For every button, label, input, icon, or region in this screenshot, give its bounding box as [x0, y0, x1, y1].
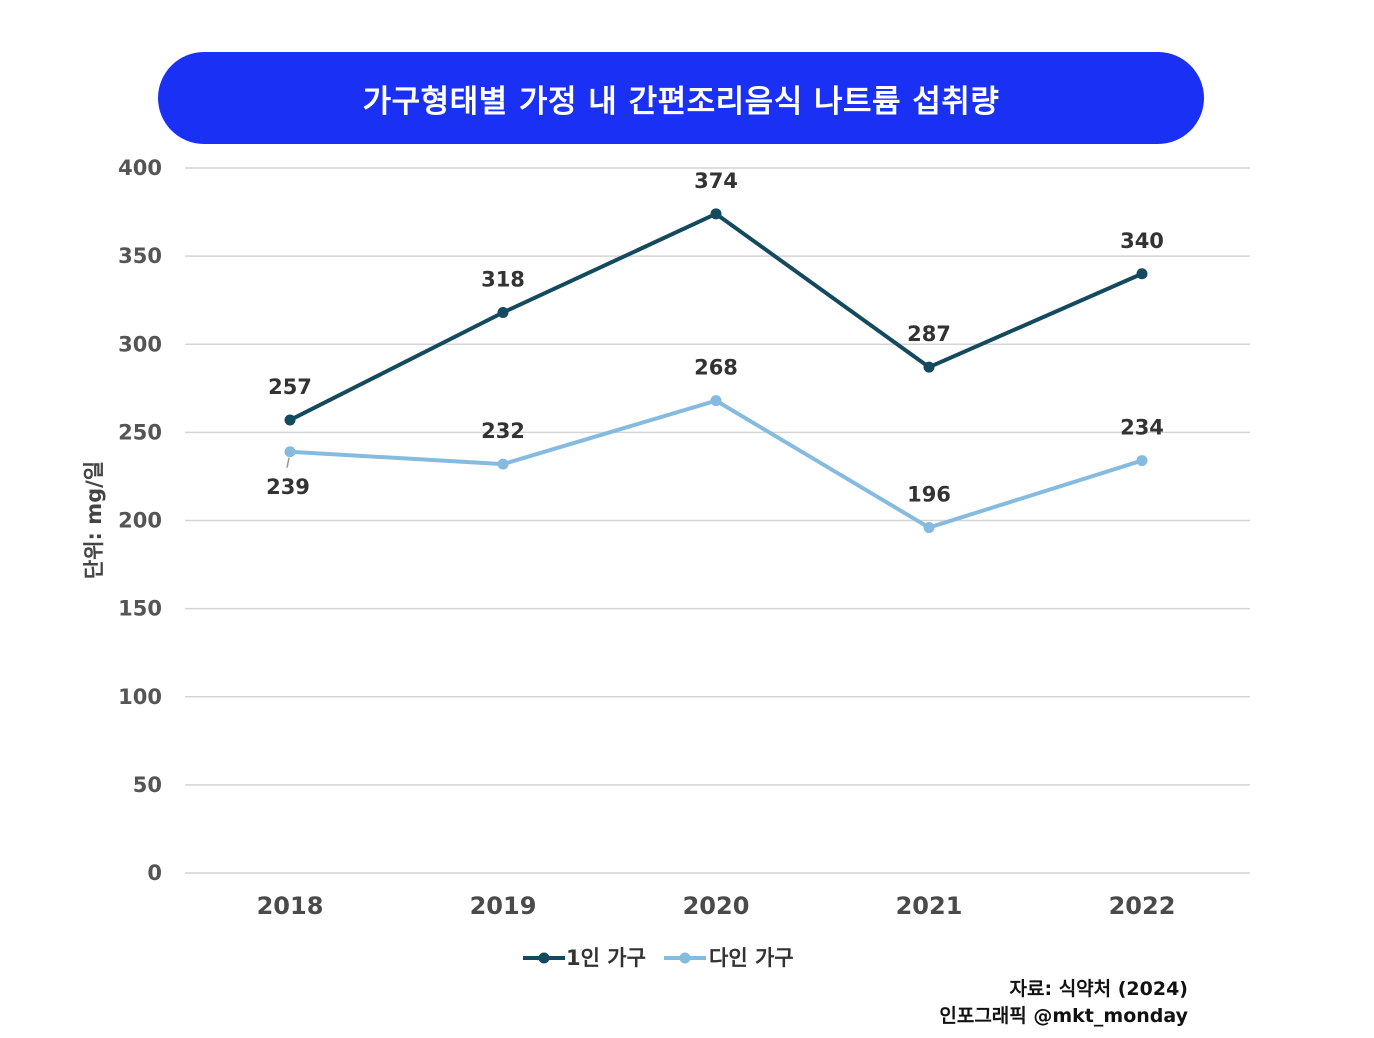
- data-point: [497, 458, 509, 470]
- data-point: [284, 414, 296, 426]
- x-tick-label: 2022: [1109, 892, 1176, 920]
- legend-swatch-marker: [679, 952, 691, 964]
- data-point: [284, 446, 296, 458]
- data-point: [923, 361, 935, 373]
- data-label: 239: [266, 475, 310, 499]
- credit-line: 인포그래픽 @mkt_monday: [939, 1005, 1188, 1027]
- y-tick-label: 50: [133, 773, 162, 797]
- data-label: 232: [481, 419, 525, 443]
- data-point: [710, 208, 722, 220]
- y-tick-label: 300: [118, 332, 162, 356]
- x-tick-label: 2020: [683, 892, 750, 920]
- series-group: [284, 208, 1148, 534]
- data-labels: 257 318 374 287 340 239 232 268 196 234: [266, 169, 1164, 507]
- y-tick-label: 350: [118, 244, 162, 268]
- x-tick-label: 2019: [470, 892, 537, 920]
- source-credit: 자료: 식약처 (2024) 인포그래픽 @mkt_monday: [939, 976, 1188, 1030]
- label-leader-line: [286, 457, 290, 468]
- data-label: 257: [268, 375, 312, 399]
- y-tick-label: 400: [118, 156, 162, 180]
- data-label: 196: [907, 483, 951, 507]
- data-label: 318: [481, 268, 525, 292]
- y-tick-label: 200: [118, 509, 162, 533]
- chart-title-text: 가구형태별 가정 내 간편조리음식 나트륨 섭취량: [362, 83, 1000, 120]
- x-tick-label: 2021: [896, 892, 963, 920]
- legend: 1인 가구 다인 가구: [523, 946, 794, 970]
- data-label: 340: [1120, 229, 1164, 253]
- x-axis-ticks: 2018 2019 2020 2021 2022: [257, 892, 1176, 920]
- series-line: [288, 211, 1144, 423]
- legend-item: 다인 가구: [664, 946, 794, 970]
- legend-item: 1인 가구: [523, 946, 646, 970]
- data-point: [497, 307, 509, 319]
- legend-swatch-marker: [538, 952, 550, 964]
- data-point: [1136, 268, 1148, 280]
- y-tick-label: 150: [118, 597, 162, 621]
- data-point: [710, 395, 722, 407]
- legend-label: 1인 가구: [566, 946, 646, 970]
- data-label: 234: [1120, 416, 1164, 440]
- data-label: 287: [907, 322, 951, 346]
- y-tick-label: 250: [118, 420, 162, 444]
- data-point: [923, 522, 935, 534]
- y-axis-ticks: 0 50 100 150 200 250 300 350 400: [118, 156, 162, 885]
- chart-title: 가구형태별 가정 내 간편조리음식 나트륨 섭취량: [158, 52, 1204, 144]
- legend-label: 다인 가구: [709, 946, 794, 970]
- x-tick-label: 2018: [257, 892, 324, 920]
- data-label: 268: [694, 356, 738, 380]
- gridlines: [185, 167, 1250, 874]
- y-tick-label: 0: [147, 861, 162, 885]
- source-line: 자료: 식약처 (2024): [1009, 978, 1188, 1000]
- data-point: [1136, 455, 1148, 467]
- series-line: [288, 398, 1144, 530]
- data-label: 374: [694, 169, 738, 193]
- y-axis-title: 단위: mg/일: [82, 461, 106, 579]
- y-tick-label: 100: [118, 685, 162, 709]
